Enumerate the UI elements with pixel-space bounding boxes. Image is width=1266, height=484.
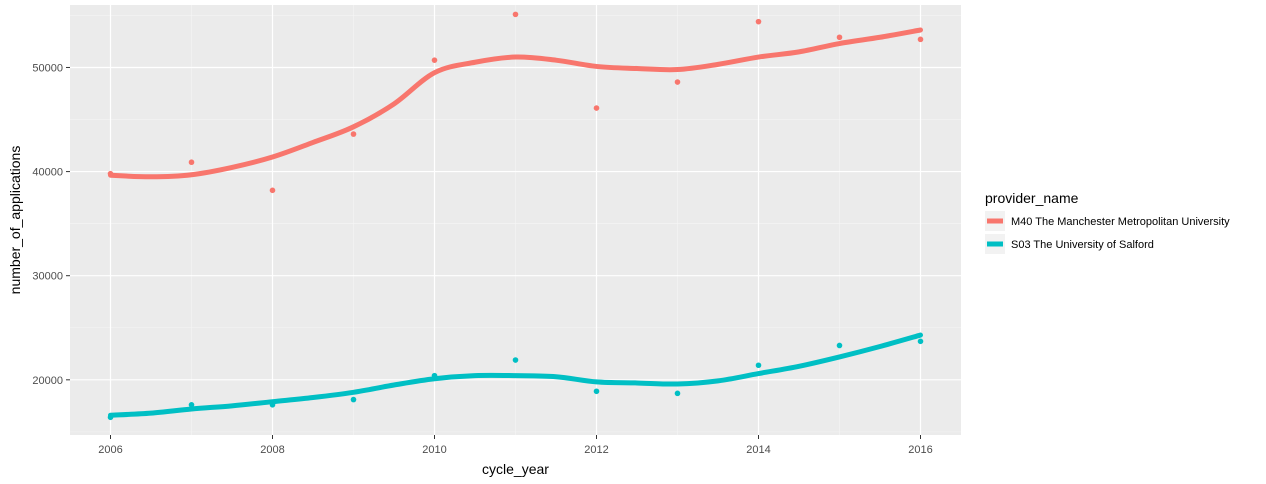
y-tick-label: 40000	[32, 167, 63, 179]
data-point-series-2	[431, 372, 438, 379]
legend: provider_name M40 The Manchester Metropo…	[985, 190, 1230, 254]
data-point-series-2	[917, 338, 924, 345]
legend-label: S03 The University of Salford	[1011, 239, 1154, 251]
data-points	[107, 11, 924, 421]
data-point-series-2	[755, 362, 762, 369]
smooth-line-series-2	[108, 332, 923, 418]
data-point-series-2	[512, 357, 519, 363]
y-tick-label: 50000	[32, 62, 63, 74]
data-point-series-1	[917, 36, 924, 43]
data-point-series-1	[755, 18, 762, 25]
x-tick-label: 2014	[746, 444, 770, 456]
data-point-series-1	[269, 187, 276, 194]
x-axis: 2006 2008 2010 2012 2014 2016	[98, 435, 933, 456]
y-tick-label: 20000	[32, 375, 63, 387]
data-point-series-1	[350, 131, 357, 137]
y-axis: 20000 30000 40000 50000	[32, 62, 70, 387]
x-tick-label: 2008	[260, 444, 284, 456]
data-point-series-1	[431, 57, 438, 63]
y-tick-label: 30000	[32, 271, 63, 283]
legend-title: provider_name	[985, 190, 1079, 206]
data-point-series-2	[674, 390, 681, 397]
data-point-series-2	[836, 342, 843, 349]
data-point-series-2	[107, 414, 114, 421]
data-point-series-1	[836, 34, 843, 41]
data-point-series-2	[188, 402, 195, 408]
x-tick-label: 2010	[422, 444, 446, 456]
data-point-series-1	[107, 170, 114, 177]
data-point-series-2	[350, 396, 357, 403]
data-point-series-1	[674, 79, 681, 85]
x-tick-label: 2012	[584, 444, 608, 456]
data-point-series-2	[269, 402, 276, 408]
legend-label: M40 The Manchester Metropolitan Universi…	[1011, 216, 1230, 228]
x-tick-label: 2006	[98, 444, 122, 456]
y-axis-title: number_of_applications	[7, 146, 23, 295]
x-axis-title: cycle_year	[482, 461, 549, 477]
smooth-lines	[108, 27, 923, 418]
legend-items: M40 The Manchester Metropolitan Universi…	[985, 211, 1230, 254]
x-tick-label: 2016	[908, 444, 932, 456]
smooth-line-series-1	[108, 27, 923, 180]
data-point-series-1	[593, 105, 600, 111]
data-point-series-2	[593, 388, 600, 395]
grid-major	[70, 5, 961, 435]
data-point-series-1	[512, 11, 519, 18]
data-point-series-1	[188, 159, 195, 166]
